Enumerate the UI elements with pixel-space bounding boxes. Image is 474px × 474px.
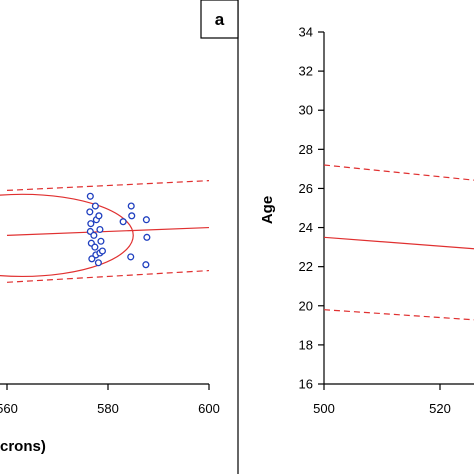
data-point [128,212,136,220]
data-point [86,208,94,216]
left-panel: a crons) 560 580 600 [0,0,239,474]
data-point [90,231,98,239]
data-point [91,243,99,251]
data-point [94,259,102,267]
right-x-tick-label: 500 [313,401,335,416]
left-x-tick-label: 600 [198,401,220,416]
right-panel: Age 16 18 20 22 24 26 28 30 32 34 500 520 [259,25,474,416]
right-lower-bound [323,309,474,321]
data-point [142,261,150,269]
right-fit-line [323,236,474,250]
right-y-tick-label: 32 [299,64,313,79]
data-point [87,220,95,228]
right-upper-bound [323,164,474,181]
data-point [91,202,99,210]
data-point [88,255,96,263]
left-x-axis-title: crons) [0,438,46,455]
data-point [127,202,135,210]
left-x-tick-label: 560 [0,401,18,416]
left-lower-bound [6,269,210,283]
right-y-axis-title: Age [259,196,276,224]
right-x-tick-label: 520 [429,401,451,416]
data-point [143,233,151,241]
data-point [98,247,106,255]
right-y-tick-label: 22 [299,259,313,274]
left-fit-line [6,226,210,236]
data-point [97,237,105,245]
right-y-tick-label: 16 [299,377,313,392]
data-point [86,192,94,200]
data-point [127,253,135,261]
right-y-tick-label: 34 [299,25,313,40]
data-point [96,225,104,234]
right-y-tick-label: 24 [299,220,313,235]
data-point [119,218,127,226]
left-x-tick-label: 580 [97,401,119,416]
left-upper-bound [6,180,210,191]
confidence-ellipse [0,193,134,278]
right-y-tick-label: 20 [299,298,313,313]
right-y-tick-label: 26 [299,181,313,196]
panel-label-box [200,0,239,39]
panel-label: a [215,10,225,29]
data-point [142,216,150,224]
right-y-tick-label: 30 [299,103,313,118]
right-y-tick-label: 28 [299,142,313,157]
right-y-tick-label: 18 [299,337,313,352]
data-point [95,212,103,220]
